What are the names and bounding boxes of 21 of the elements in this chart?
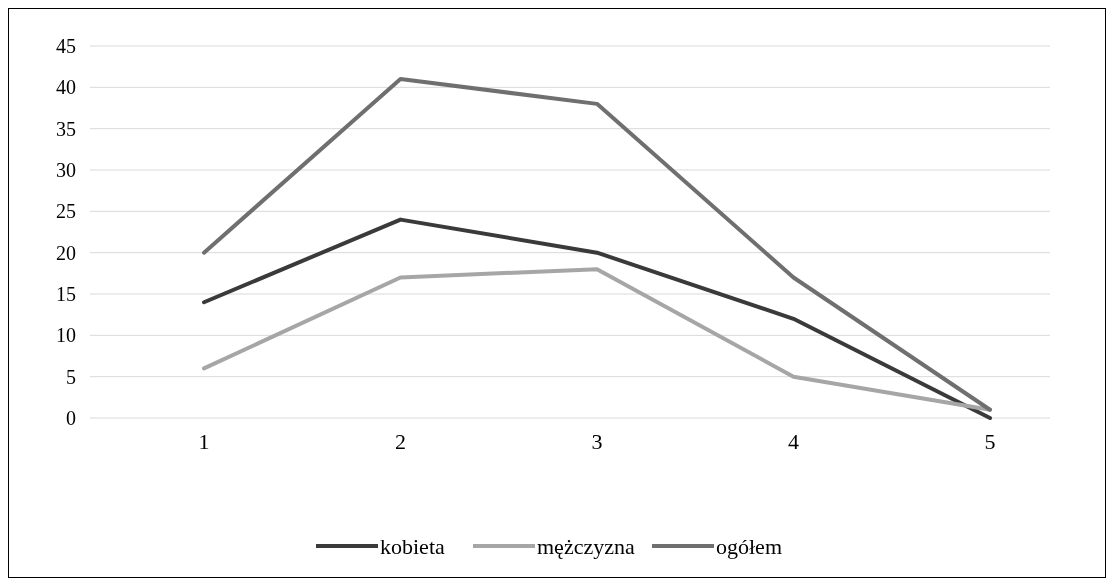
y-tick-label: 5 [66,365,76,388]
legend-label: ogółem [716,533,782,559]
y-tick-label: 15 [56,283,76,305]
line-series [202,267,992,412]
x-tick-label: 2 [395,429,406,454]
y-tick-label: 30 [56,159,76,181]
x-tick-label: 3 [591,429,603,454]
x-tick-label: 5 [984,429,996,454]
x-tick-label: 4 [788,429,799,454]
y-tick-label: 0 [66,407,76,429]
y-tick-label: 10 [56,324,76,347]
legend-label: mężczyzna [537,533,635,559]
y-tick-label: 25 [56,200,76,223]
y-tick-label: 40 [56,76,76,99]
x-tick-label: 1 [198,429,210,454]
y-tick-label: 20 [56,241,76,264]
y-tick-label: 35 [56,117,76,140]
line-series [202,217,992,420]
legend-label: kobieta [380,533,445,559]
line-series [202,77,992,412]
y-tick-label: 45 [56,35,76,57]
